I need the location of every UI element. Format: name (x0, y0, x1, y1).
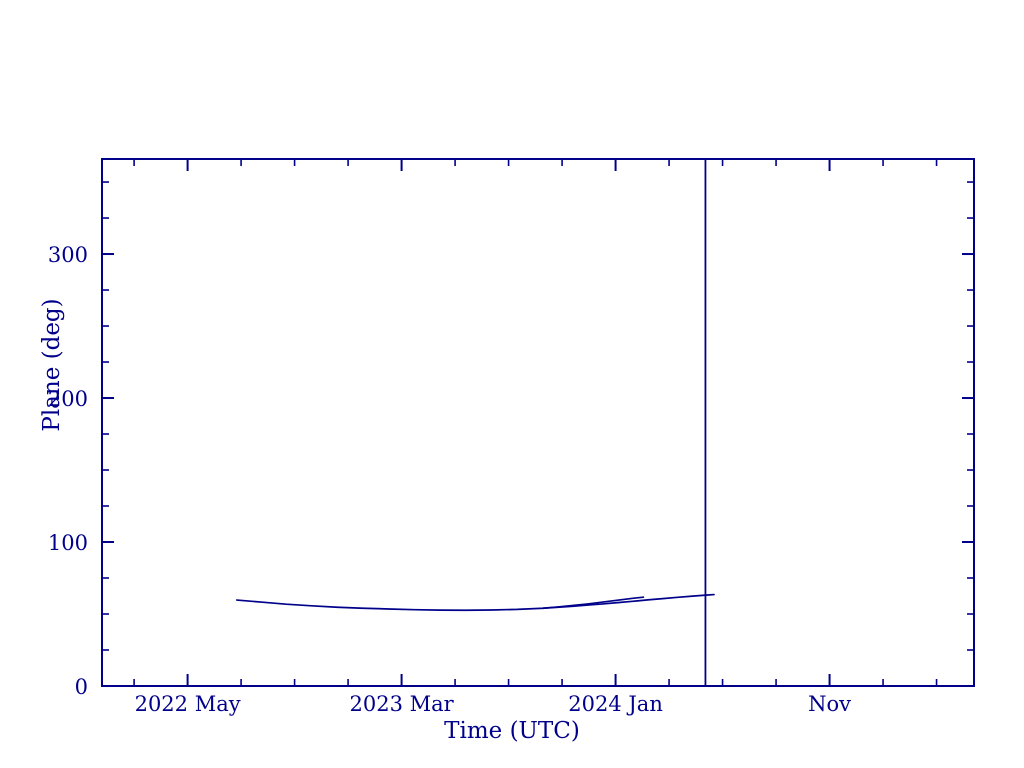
y-tick-label: 100 (48, 531, 88, 555)
tick-labels-group: 0 100 200 300 2022 May 2023 Mar 2024 Jan Nov (48, 243, 851, 716)
y-tick-label: 0 (75, 675, 88, 699)
series-plane-branch (541, 596, 645, 610)
x-tick-label: 2024 Jan (568, 692, 663, 716)
y-tick-label: 200 (48, 387, 88, 411)
y-tick-label: 300 (48, 243, 88, 267)
plot-frame (101, 158, 975, 687)
x-tick-label: Nov (808, 692, 851, 716)
ticks-group (102, 159, 974, 687)
series-group (235, 593, 715, 612)
x-tick-label: 2022 May (135, 692, 241, 716)
axes-group (101, 158, 975, 687)
x-tick-label: 2023 Mar (349, 692, 454, 716)
